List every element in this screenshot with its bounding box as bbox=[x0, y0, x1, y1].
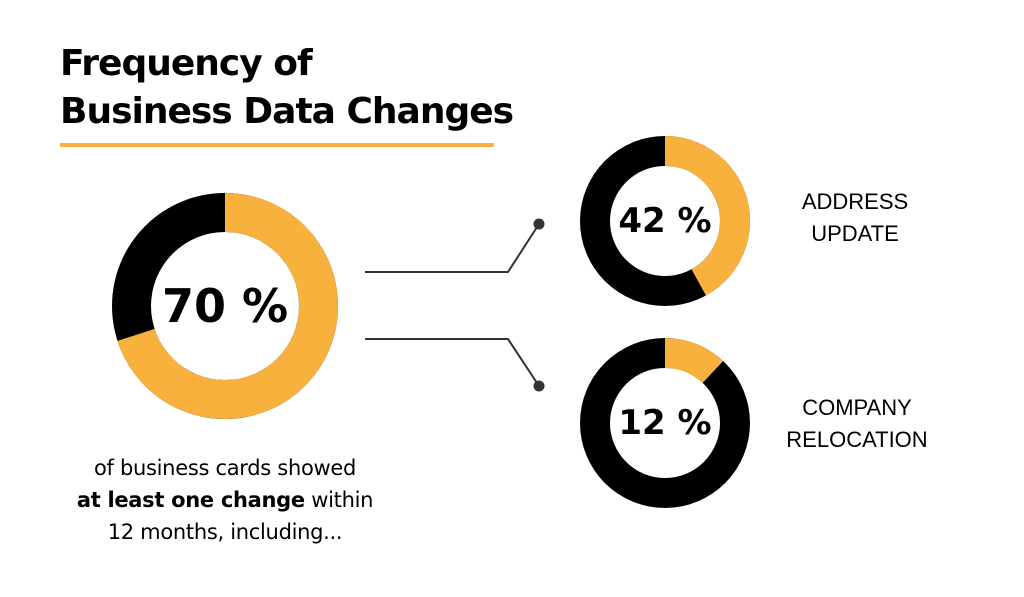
donut-address-value: 42 % bbox=[618, 201, 711, 241]
caption-line-2: at least one change within bbox=[40, 484, 410, 516]
page-title: Frequency of Business Data Changes bbox=[60, 40, 514, 136]
donut-address: 42 % bbox=[580, 136, 750, 306]
caption-text-bold: at least one change bbox=[76, 488, 305, 512]
caption: of business cards showed at least one ch… bbox=[40, 452, 410, 548]
caption-line-1: of business cards showed bbox=[40, 452, 410, 484]
donut-main-value: 70 % bbox=[162, 279, 288, 333]
label-relocation-line-1: COMPANY bbox=[802, 395, 912, 420]
donut-main: 70 % bbox=[112, 193, 339, 419]
caption-text-before: of business cards showed bbox=[93, 456, 357, 480]
caption-line-3: 12 months, including... bbox=[107, 520, 343, 544]
donut-relocation-value: 12 % bbox=[618, 403, 711, 443]
connector-dot-bottom bbox=[533, 380, 545, 392]
donut-main-hole bbox=[151, 232, 299, 380]
label-relocation-line-2: RELOCATION bbox=[786, 427, 928, 452]
title-line-2: Business Data Changes bbox=[60, 91, 514, 132]
donut-address-hole bbox=[610, 166, 720, 276]
title-underline bbox=[60, 143, 494, 147]
label-address-update: ADDRESS UPDATE bbox=[755, 186, 955, 250]
label-address-line-2: UPDATE bbox=[811, 221, 899, 246]
donut-main-slice-orange bbox=[117, 193, 339, 419]
label-company-relocation: COMPANY RELOCATION bbox=[757, 392, 957, 456]
donut-relocation: 12 % bbox=[580, 338, 750, 508]
donut-address-slice-orange bbox=[665, 136, 750, 296]
caption-text-after: within bbox=[304, 488, 374, 512]
donut-relocation-slice-orange bbox=[665, 338, 724, 383]
connector-line-top bbox=[365, 223, 540, 273]
donut-relocation-hole bbox=[610, 368, 720, 478]
title-line-1: Frequency of bbox=[60, 43, 313, 84]
label-address-line-1: ADDRESS bbox=[801, 189, 909, 214]
connector-dot-top bbox=[533, 218, 545, 230]
connector-line-bottom bbox=[365, 338, 540, 387]
